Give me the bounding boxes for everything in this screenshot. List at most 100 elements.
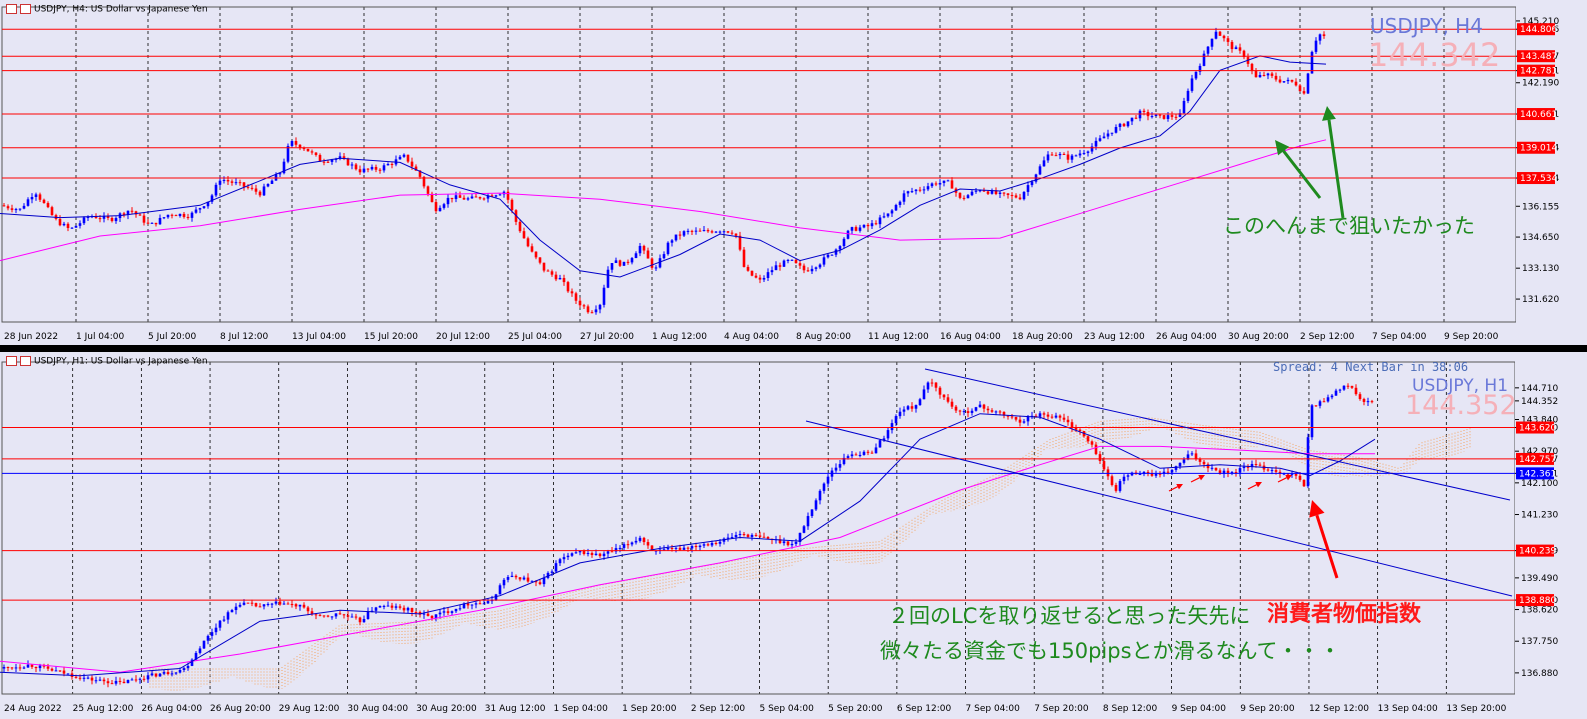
bull-candle bbox=[1222, 470, 1226, 475]
x-tick-label: 13 Jul 04:00 bbox=[292, 332, 346, 342]
x-tick-label: 9 Sep 20:00 bbox=[1240, 704, 1295, 714]
bull-candle bbox=[1130, 117, 1134, 122]
bear-candle bbox=[406, 154, 410, 162]
bull-candle bbox=[1126, 475, 1130, 477]
bull-candle bbox=[1138, 474, 1142, 476]
bull-candle bbox=[638, 537, 642, 541]
bear-candle bbox=[130, 210, 134, 212]
bull-candle bbox=[350, 164, 354, 166]
bull-candle bbox=[802, 526, 806, 533]
bull-candle bbox=[682, 231, 686, 236]
bull-candle bbox=[806, 516, 810, 527]
bull-candle bbox=[1330, 395, 1334, 398]
y-tick-label: 139.490 bbox=[1521, 574, 1558, 584]
price-level-label: 139.014 bbox=[1520, 144, 1557, 154]
bull-candle bbox=[1178, 462, 1182, 467]
bear-candle bbox=[138, 214, 142, 216]
bear-candle bbox=[354, 616, 358, 618]
bull-candle bbox=[1122, 476, 1126, 482]
bull-candle bbox=[546, 572, 550, 578]
bull-candle bbox=[658, 258, 662, 268]
chart-panel-h1[interactable]: 144.710 144.352 143.840143.620 142.970142.7… bbox=[0, 352, 1587, 719]
bear-candle bbox=[1066, 154, 1070, 160]
bear-candle bbox=[294, 604, 298, 607]
y-tick-label: 136.155 bbox=[1522, 202, 1559, 212]
bear-candle bbox=[510, 199, 514, 211]
bear-candle bbox=[954, 406, 958, 411]
bull-candle bbox=[926, 382, 930, 390]
bull-candle bbox=[622, 544, 626, 548]
bear-candle bbox=[670, 547, 674, 549]
bear-candle bbox=[754, 534, 758, 536]
bull-candle bbox=[370, 166, 374, 170]
y-tick-label: 142.970 bbox=[1521, 447, 1558, 457]
bear-candle bbox=[570, 291, 574, 294]
bear-candle bbox=[434, 202, 438, 212]
bull-candle bbox=[898, 411, 902, 417]
bear-candle bbox=[982, 404, 986, 409]
bull-candle bbox=[586, 553, 590, 555]
bear-candle bbox=[582, 305, 586, 307]
bear-candle bbox=[170, 214, 174, 216]
bull-candle bbox=[890, 210, 894, 214]
bear-candle bbox=[1106, 469, 1110, 477]
bear-candle bbox=[418, 612, 422, 615]
price-level-tag bbox=[1516, 467, 1554, 480]
bull-candle bbox=[1022, 421, 1026, 423]
bear-candle bbox=[122, 213, 126, 216]
bull-candle bbox=[578, 550, 582, 553]
bear-candle bbox=[518, 577, 522, 580]
chart-icon bbox=[6, 4, 17, 14]
bull-candle bbox=[550, 571, 554, 573]
chart-canvas-h1[interactable]: 144.710 144.352 143.840143.620 142.970142.7… bbox=[0, 352, 1587, 719]
bear-candle bbox=[402, 607, 406, 611]
bull-candle bbox=[810, 268, 814, 272]
bear-candle bbox=[414, 166, 418, 171]
bull-candle bbox=[614, 548, 618, 552]
bear-candle bbox=[1302, 479, 1306, 487]
bear-candle bbox=[706, 544, 710, 546]
chart-canvas-h4[interactable]: 145.210144.806 143.487 142.781 142.190 140.6… bbox=[0, 0, 1587, 345]
bear-candle bbox=[1010, 195, 1014, 197]
bear-candle bbox=[766, 537, 770, 539]
bull-candle bbox=[438, 612, 442, 615]
bull-candle bbox=[1090, 146, 1094, 152]
bear-candle bbox=[42, 199, 46, 204]
bull-candle bbox=[774, 265, 778, 271]
bear-candle bbox=[1062, 417, 1066, 420]
bull-candle bbox=[1150, 116, 1154, 118]
bear-candle bbox=[934, 183, 938, 185]
bull-candle bbox=[350, 616, 354, 618]
bull-candle bbox=[1178, 113, 1182, 117]
plot-frame bbox=[1, 6, 1517, 323]
bear-candle bbox=[186, 216, 190, 218]
bull-candle bbox=[1194, 71, 1198, 79]
bull-candle bbox=[554, 563, 558, 572]
bear-candle bbox=[1198, 459, 1202, 462]
bear-candle bbox=[310, 151, 314, 153]
bull-candle bbox=[1046, 154, 1050, 161]
red-arrow-icon bbox=[1309, 500, 1325, 518]
bull-candle bbox=[718, 541, 722, 544]
price-level-tag bbox=[1516, 544, 1554, 557]
bear-candle bbox=[142, 215, 146, 223]
red-arrow-icon bbox=[1285, 475, 1292, 481]
red-arrow-icon bbox=[1176, 484, 1183, 490]
bull-candle bbox=[1054, 415, 1058, 418]
bear-candle bbox=[1014, 416, 1018, 420]
bear-candle bbox=[590, 312, 594, 314]
bull-candle bbox=[974, 407, 978, 411]
price-axis-bg bbox=[1516, 0, 1587, 330]
bull-candle bbox=[1306, 437, 1310, 487]
bull-candle bbox=[570, 553, 574, 556]
bull-candle bbox=[786, 259, 790, 261]
bear-candle bbox=[366, 168, 370, 170]
bull-candle bbox=[382, 165, 386, 171]
chart-panel-h4[interactable]: 145.210144.806 143.487 142.781 142.190 140.6… bbox=[0, 0, 1587, 345]
bull-candle bbox=[290, 141, 294, 146]
bull-candle bbox=[234, 182, 238, 184]
bear-candle bbox=[562, 277, 566, 283]
price-level-tag bbox=[1516, 452, 1554, 465]
bull-candle bbox=[974, 190, 978, 192]
bear-candle bbox=[646, 250, 650, 259]
